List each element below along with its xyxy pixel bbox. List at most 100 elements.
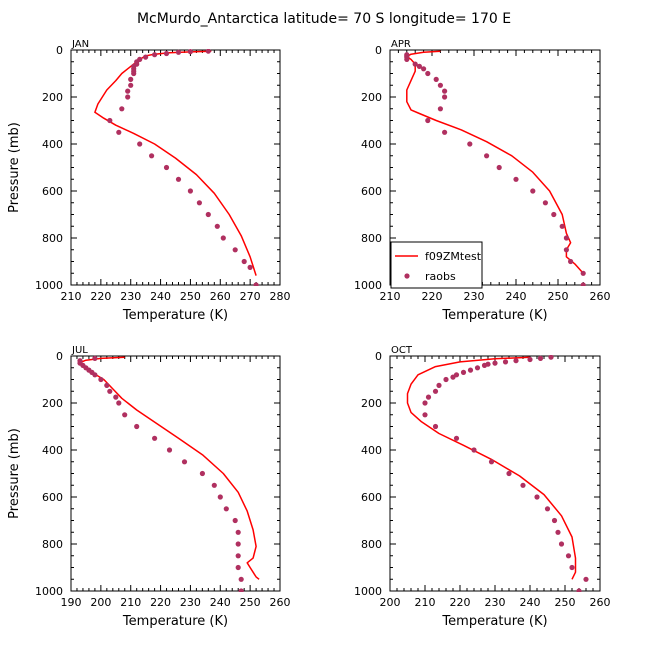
raob-point bbox=[187, 49, 193, 55]
y-tick-label: 600 bbox=[361, 491, 382, 504]
raob-point bbox=[551, 211, 557, 218]
raob-point bbox=[232, 247, 238, 253]
x-tick-label: 250 bbox=[555, 596, 576, 609]
y-tick-label: 0 bbox=[56, 350, 63, 363]
y-tick-label: 0 bbox=[56, 44, 63, 57]
raob-point bbox=[412, 61, 418, 67]
x-tick-label: 230 bbox=[464, 290, 485, 303]
raob-point bbox=[143, 54, 149, 60]
raob-point bbox=[125, 94, 131, 100]
y-tick-label: 400 bbox=[42, 138, 63, 151]
panel-label-apr: APR bbox=[391, 39, 411, 50]
x-axis-title: Temperature (K) bbox=[122, 308, 228, 323]
plot-frame bbox=[70, 355, 281, 592]
raob-point bbox=[548, 355, 554, 360]
raob-point bbox=[128, 82, 134, 88]
raob-point bbox=[580, 270, 586, 276]
y-tick-label: 600 bbox=[42, 185, 63, 198]
y-tick-label: 400 bbox=[42, 444, 63, 457]
x-tick-label: 260 bbox=[210, 290, 231, 303]
raob-point bbox=[443, 376, 449, 383]
raob-point bbox=[253, 282, 259, 286]
x-tick-label: 240 bbox=[150, 290, 171, 303]
x-tick-label: 250 bbox=[180, 290, 201, 303]
raob-point bbox=[104, 382, 110, 388]
x-tick-label: 220 bbox=[422, 290, 443, 303]
panels-group: 210 220 230 240 250 260 270 280 0 200 400 600 800 100… bbox=[7, 39, 611, 629]
legend: f09ZMtest raobs bbox=[390, 241, 483, 289]
raob-point bbox=[116, 400, 122, 406]
raob-point bbox=[205, 49, 211, 54]
raob-point bbox=[569, 564, 575, 571]
x-tick-label: 260 bbox=[270, 596, 291, 609]
y-tick-label: 1000 bbox=[35, 585, 63, 598]
raob-point bbox=[98, 376, 104, 383]
panel-label-jan: JAN bbox=[71, 39, 89, 50]
raob-point bbox=[166, 447, 173, 453]
raob-point bbox=[235, 541, 241, 547]
raob-point bbox=[247, 264, 253, 270]
legend-label-model: f09ZMtest bbox=[425, 250, 482, 263]
raob-point bbox=[92, 372, 98, 378]
plot-frame bbox=[70, 49, 281, 286]
raob-point bbox=[436, 382, 442, 388]
raob-point bbox=[425, 70, 431, 77]
raob-point bbox=[530, 188, 536, 194]
plot-area bbox=[77, 355, 260, 592]
x-tick-label: 230 bbox=[180, 596, 201, 609]
raob-point bbox=[506, 470, 512, 477]
raob-point bbox=[432, 388, 439, 394]
raob-point bbox=[238, 576, 244, 582]
figure-title: McMurdo_Antarctica latitude= 70 S longit… bbox=[137, 11, 511, 27]
y-tick-label: 0 bbox=[375, 350, 382, 363]
raob-point bbox=[404, 56, 410, 63]
x-tick-label: 220 bbox=[150, 596, 171, 609]
raob-point bbox=[425, 394, 432, 400]
y-tick-label: 400 bbox=[361, 138, 382, 151]
model-profile-line bbox=[94, 50, 257, 276]
raob-point bbox=[131, 70, 137, 77]
raob-point bbox=[152, 52, 158, 58]
y-tick-label: 1000 bbox=[354, 279, 382, 292]
raob-point bbox=[450, 374, 456, 380]
raob-point bbox=[211, 482, 217, 488]
raob-point bbox=[205, 211, 211, 218]
raob-point bbox=[437, 82, 443, 88]
plot-area bbox=[94, 49, 259, 286]
raob-point bbox=[235, 564, 241, 571]
raob-point bbox=[433, 76, 439, 82]
x-tick-label: 190 bbox=[61, 596, 82, 609]
raob-point bbox=[555, 529, 561, 535]
raob-point bbox=[152, 435, 158, 441]
raob-point bbox=[580, 282, 586, 286]
x-tick-label: 210 bbox=[380, 290, 401, 303]
raob-point bbox=[544, 506, 551, 512]
raob-point bbox=[119, 106, 125, 112]
x-tick-label: 220 bbox=[90, 290, 111, 303]
raob-point bbox=[442, 129, 448, 135]
raob-point bbox=[492, 360, 498, 366]
raob-point bbox=[442, 88, 448, 94]
x-tick-label: 200 bbox=[380, 596, 401, 609]
model-profile-line bbox=[79, 356, 260, 580]
y-tick-label: 200 bbox=[42, 91, 63, 104]
raob-point bbox=[474, 365, 481, 371]
raob-point bbox=[537, 355, 544, 361]
x-tick-label: 200 bbox=[90, 596, 111, 609]
raob-point bbox=[481, 362, 488, 368]
panel-oct: 200 210 220 230 240 250 260 0 200 400 600 800 1000 Te… bbox=[354, 345, 611, 629]
raob-point bbox=[534, 494, 540, 500]
raob-point bbox=[542, 200, 549, 206]
raob-point bbox=[513, 176, 519, 182]
raob-point bbox=[187, 188, 193, 194]
y-tick-label: 600 bbox=[42, 491, 63, 504]
y-axis-title: Pressure (mb) bbox=[7, 428, 22, 519]
x-tick-label: 250 bbox=[240, 596, 261, 609]
raob-point bbox=[513, 358, 519, 364]
x-tick-label: 210 bbox=[120, 596, 141, 609]
legend-marker-swatch bbox=[404, 273, 410, 279]
raob-point bbox=[116, 129, 122, 135]
y-tick-label: 1000 bbox=[354, 585, 382, 598]
raob-point bbox=[181, 459, 188, 465]
